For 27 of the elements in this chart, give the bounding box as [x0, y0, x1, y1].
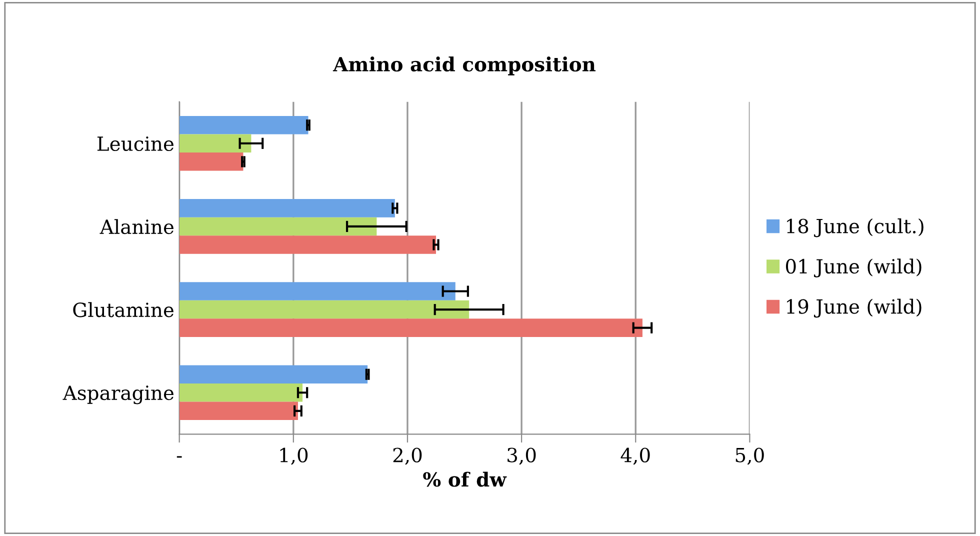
bar	[179, 134, 252, 153]
x-tick-label: -	[176, 456, 182, 458]
bar	[179, 236, 436, 254]
legend-label: 01 June (wild)	[786, 258, 922, 278]
bar	[179, 383, 303, 402]
bar	[179, 199, 395, 218]
x-tick-label: 5,0	[736, 448, 764, 465]
legend-label: 18 June (cult.)	[787, 218, 924, 238]
bar	[179, 282, 456, 300]
y-tick-label: Glutamine	[73, 302, 174, 318]
x-axis-title: % of dw	[423, 472, 507, 487]
bar	[179, 402, 298, 420]
y-tick-label: Asparagine	[62, 386, 174, 404]
y-tick-label: Leucine	[97, 136, 174, 152]
bar	[179, 300, 470, 319]
bar	[179, 116, 308, 134]
x-tick-label: 3,0	[508, 448, 536, 465]
x-tick-label: 2,0	[393, 448, 422, 465]
chart-title: Amino acid composition	[332, 56, 596, 76]
x-tick-label: 1,0	[280, 448, 308, 465]
bar	[179, 217, 377, 236]
bar	[179, 152, 244, 171]
legend-label: 19 June (wild)	[787, 298, 922, 318]
x-tick-label: 4,0	[620, 448, 650, 465]
y-tick-label: Alanine	[100, 219, 174, 234]
bar	[179, 365, 368, 384]
bar	[179, 318, 642, 337]
